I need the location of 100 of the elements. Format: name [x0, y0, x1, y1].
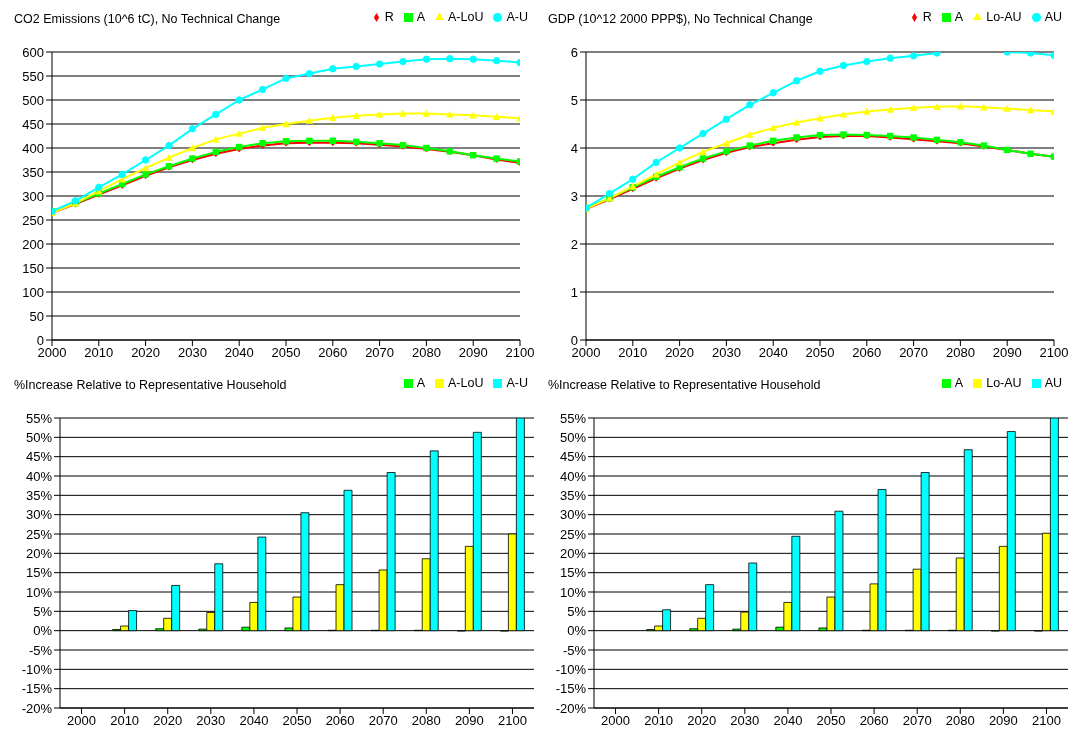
y-tick-label: 600 — [22, 44, 44, 60]
x-tick-label: 2050 — [805, 345, 835, 361]
x-tick-label: 2050 — [282, 713, 312, 729]
legend-label: A — [416, 10, 426, 24]
legend-label: Lo-AU — [986, 10, 1022, 24]
legend-label: AU — [1044, 376, 1062, 390]
x-tick-label: 2030 — [196, 713, 226, 729]
x-tick-label: 2040 — [224, 345, 254, 361]
x-tick-label: 2070 — [902, 713, 932, 729]
y-tick-label: -10% — [555, 661, 587, 677]
x-tick-label: 2030 — [177, 345, 207, 361]
x-tick-label: 2080 — [411, 713, 441, 729]
y-tick-label: 1 — [570, 284, 578, 300]
y-tick-label: -20% — [555, 700, 587, 716]
y-tick-label: 450 — [22, 116, 44, 132]
x-tick-label: 2070 — [899, 345, 929, 361]
x-tick-label: 2070 — [368, 713, 398, 729]
y-tick-label: 400 — [22, 140, 44, 156]
y-tick-label: 50 — [29, 308, 44, 324]
y-tick-label: 150 — [22, 260, 44, 276]
x-tick-label: 2030 — [730, 713, 760, 729]
x-tick-label: 2060 — [852, 345, 882, 361]
y-tick-label: 55% — [559, 410, 587, 426]
y-tick-label: 10% — [559, 584, 587, 600]
x-tick-label: 2000 — [37, 345, 67, 361]
y-tick-label: 3 — [570, 188, 578, 204]
y-tick-label: 35% — [25, 487, 53, 503]
x-tick-label: 2100 — [505, 345, 535, 361]
y-tick-label: 0 — [570, 332, 578, 348]
y-tick-label: 200 — [22, 236, 44, 252]
y-tick-label: 50% — [25, 429, 53, 445]
x-tick-label: 2040 — [758, 345, 788, 361]
y-tick-label: -20% — [21, 700, 53, 716]
x-tick-label: 2080 — [411, 345, 441, 361]
y-tick-label: 35% — [559, 487, 587, 503]
y-tick-label: 500 — [22, 92, 44, 108]
x-tick-label: 2090 — [992, 345, 1022, 361]
x-tick-label: 2090 — [988, 713, 1018, 729]
x-tick-label: 2000 — [571, 345, 601, 361]
y-tick-label: 4 — [570, 140, 578, 156]
y-tick-label: 10% — [25, 584, 53, 600]
x-tick-label: 2010 — [618, 345, 648, 361]
x-tick-label: 2100 — [1039, 345, 1069, 361]
x-tick-label: 2050 — [271, 345, 301, 361]
y-tick-label: 5 — [570, 92, 578, 108]
chart-title: %Increase Relative to Representative Household — [548, 378, 821, 392]
y-tick-label: 350 — [22, 164, 44, 180]
y-tick-label: 5% — [567, 603, 587, 619]
x-tick-label: 2040 — [773, 713, 803, 729]
y-tick-label: 25% — [559, 526, 587, 542]
legend-label: A-LoU — [448, 10, 484, 24]
legend-label: R — [922, 10, 932, 24]
legend-label: R — [384, 10, 394, 24]
y-tick-label: 2 — [570, 236, 578, 252]
x-tick-label: 2000 — [601, 713, 631, 729]
x-tick-label: 2080 — [945, 713, 975, 729]
x-tick-label: 2020 — [153, 713, 183, 729]
y-tick-label: 25% — [25, 526, 53, 542]
x-tick-label: 2000 — [67, 713, 97, 729]
x-tick-label: 2020 — [665, 345, 695, 361]
x-tick-label: 2010 — [110, 713, 140, 729]
y-tick-label: -15% — [21, 681, 53, 697]
x-tick-label: 2080 — [945, 345, 975, 361]
x-tick-label: 2010 — [644, 713, 674, 729]
x-tick-label: 2090 — [458, 345, 488, 361]
x-tick-label: 2100 — [1031, 713, 1061, 729]
y-tick-label: 30% — [25, 507, 53, 523]
y-tick-label: 6 — [570, 44, 578, 60]
x-tick-label: 2020 — [131, 345, 161, 361]
y-tick-label: 40% — [559, 468, 587, 484]
legend-label: A-U — [506, 10, 528, 24]
x-tick-label: 2060 — [325, 713, 355, 729]
x-tick-label: 2060 — [318, 345, 348, 361]
y-tick-label: 20% — [25, 545, 53, 561]
chart-title: %Increase Relative to Representative Household — [14, 378, 287, 392]
y-tick-label: 20% — [559, 545, 587, 561]
x-tick-label: 2070 — [365, 345, 395, 361]
y-tick-label: -5% — [28, 642, 53, 658]
y-tick-label: 0% — [33, 623, 53, 639]
y-tick-label: 50% — [559, 429, 587, 445]
y-tick-label: 250 — [22, 212, 44, 228]
y-tick-label: 300 — [22, 188, 44, 204]
y-tick-label: 5% — [33, 603, 53, 619]
legend-label: A — [954, 10, 964, 24]
y-tick-label: 15% — [25, 565, 53, 581]
y-tick-label: 45% — [559, 449, 587, 465]
y-tick-label: 45% — [25, 449, 53, 465]
y-tick-label: 15% — [559, 565, 587, 581]
y-tick-label: -10% — [21, 661, 53, 677]
y-tick-label: 0 — [36, 332, 44, 348]
y-tick-label: 100 — [22, 284, 44, 300]
legend-label: A — [416, 376, 426, 390]
legend-label: Lo-AU — [986, 376, 1022, 390]
x-tick-label: 2010 — [84, 345, 114, 361]
x-tick-label: 2040 — [239, 713, 269, 729]
legend-label: AU — [1044, 10, 1062, 24]
x-tick-label: 2060 — [859, 713, 889, 729]
y-tick-label: 0% — [567, 623, 587, 639]
legend-label: A — [954, 376, 964, 390]
x-tick-label: 2090 — [454, 713, 484, 729]
